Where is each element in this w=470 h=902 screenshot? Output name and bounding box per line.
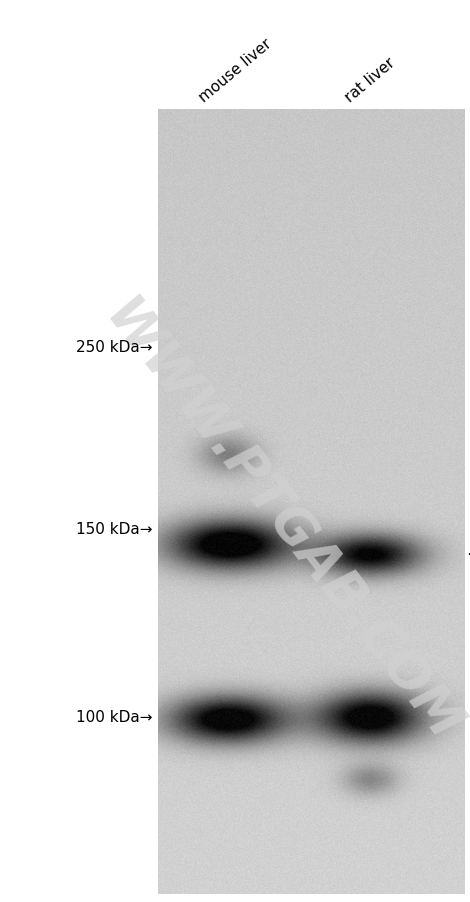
Text: mouse liver: mouse liver [196, 36, 274, 105]
Text: rat liver: rat liver [342, 55, 398, 105]
Text: WWW.PTGAB.COM: WWW.PTGAB.COM [93, 291, 470, 752]
Text: 150 kDa→: 150 kDa→ [76, 522, 152, 537]
Text: 100 kDa→: 100 kDa→ [76, 710, 152, 724]
Text: 250 kDa→: 250 kDa→ [76, 340, 152, 355]
